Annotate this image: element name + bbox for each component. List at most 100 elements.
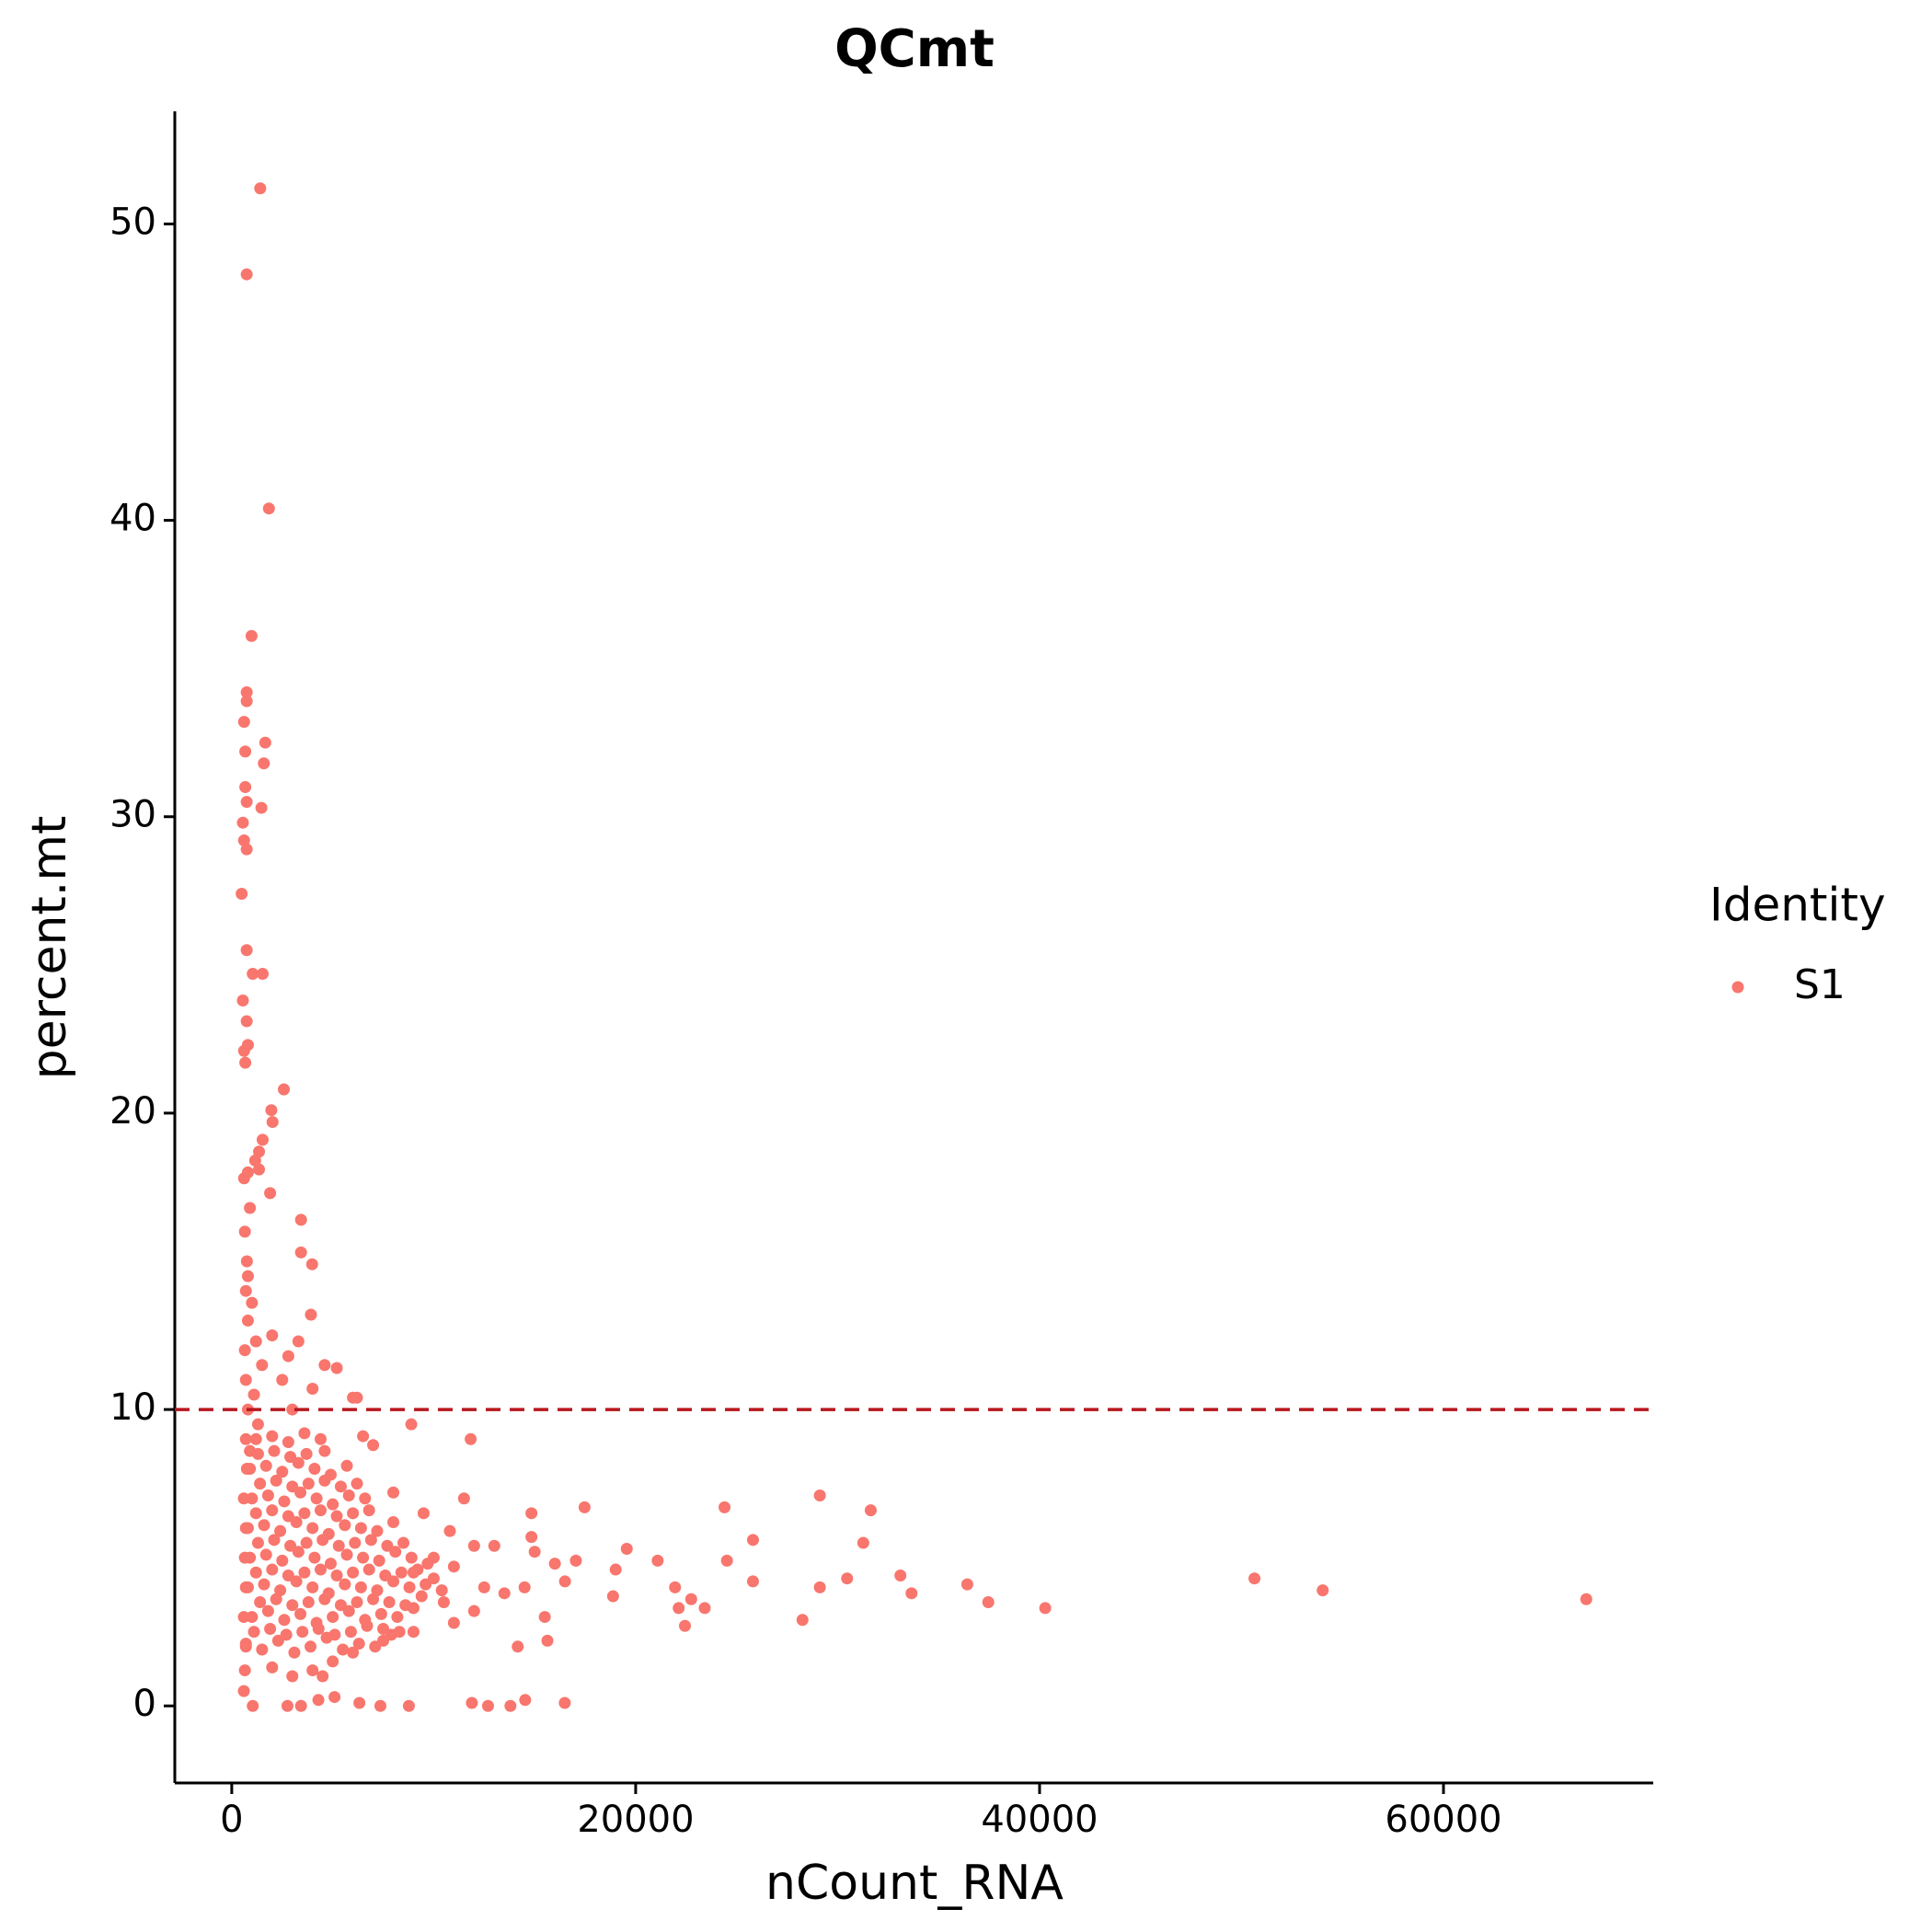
point <box>379 1569 392 1581</box>
y-tick-label: 30 <box>109 794 156 836</box>
point <box>504 1699 517 1712</box>
point <box>240 685 253 698</box>
point <box>525 1507 538 1520</box>
point <box>332 1539 345 1552</box>
point <box>457 1492 470 1505</box>
point <box>238 1344 251 1357</box>
point <box>620 1542 633 1555</box>
point <box>268 1534 281 1547</box>
point <box>405 1551 418 1564</box>
point <box>466 1696 478 1709</box>
point <box>239 1638 252 1650</box>
point <box>261 1489 274 1502</box>
point <box>403 1581 416 1593</box>
point <box>244 1463 257 1476</box>
point <box>305 1308 317 1321</box>
point <box>481 1699 494 1712</box>
point <box>330 1569 343 1581</box>
point <box>254 182 267 195</box>
point <box>340 1459 353 1472</box>
point <box>841 1572 854 1585</box>
point <box>894 1569 907 1581</box>
point <box>306 1522 319 1535</box>
point <box>254 1478 267 1490</box>
point <box>558 1575 571 1588</box>
point <box>334 1599 347 1612</box>
point <box>247 1626 260 1639</box>
point <box>324 1558 337 1570</box>
x-tick-label: 40000 <box>981 1799 1098 1841</box>
point <box>330 1510 343 1523</box>
point <box>239 1432 252 1445</box>
point <box>349 1536 362 1549</box>
point <box>258 757 270 770</box>
point <box>240 268 253 281</box>
point <box>306 1383 319 1396</box>
point <box>528 1546 541 1558</box>
point <box>278 1614 291 1627</box>
point <box>278 1495 291 1508</box>
point <box>421 1558 434 1570</box>
point <box>415 1590 428 1603</box>
point <box>435 1584 448 1597</box>
point <box>982 1595 995 1608</box>
point <box>296 1626 309 1639</box>
point <box>651 1554 664 1567</box>
point <box>249 1507 262 1520</box>
point <box>719 1501 731 1513</box>
point <box>258 1519 270 1532</box>
point <box>236 888 248 901</box>
point <box>746 1575 759 1588</box>
point <box>411 1563 424 1576</box>
legend-title: Identity <box>1709 879 1886 932</box>
point <box>373 1554 385 1567</box>
point <box>905 1587 918 1600</box>
point <box>298 1507 311 1520</box>
point <box>286 1599 299 1612</box>
point <box>813 1489 826 1502</box>
point <box>347 1566 360 1579</box>
point <box>300 1447 313 1460</box>
point <box>1248 1572 1261 1585</box>
point <box>684 1593 697 1605</box>
point <box>237 1172 250 1185</box>
point <box>318 1593 331 1605</box>
point <box>256 1643 269 1656</box>
point <box>374 1607 387 1620</box>
point <box>236 994 249 1006</box>
point <box>249 1566 262 1579</box>
point <box>268 1444 281 1457</box>
point <box>294 1607 307 1620</box>
point <box>720 1554 733 1567</box>
point <box>405 1418 418 1431</box>
point <box>746 1534 759 1547</box>
point <box>281 1699 293 1712</box>
point <box>443 1524 456 1537</box>
point <box>306 1664 319 1677</box>
point <box>337 1643 350 1656</box>
point <box>673 1602 685 1615</box>
point <box>538 1611 551 1624</box>
chart-title: QCmt <box>834 19 995 79</box>
point <box>286 1670 299 1683</box>
point <box>354 1522 367 1535</box>
point <box>241 1522 254 1535</box>
point <box>669 1581 682 1593</box>
point <box>255 801 268 814</box>
point <box>240 843 253 856</box>
point <box>314 1432 327 1445</box>
point <box>1580 1593 1593 1605</box>
point <box>316 1670 329 1683</box>
point <box>467 1539 480 1552</box>
point <box>274 1524 287 1537</box>
point <box>467 1604 480 1617</box>
point <box>308 1463 321 1476</box>
point <box>357 1551 370 1564</box>
point <box>237 1685 250 1697</box>
point <box>306 1581 319 1593</box>
point <box>316 1534 329 1547</box>
point <box>302 1478 315 1490</box>
point <box>251 1536 264 1549</box>
point <box>249 1432 262 1445</box>
point <box>282 1569 294 1581</box>
